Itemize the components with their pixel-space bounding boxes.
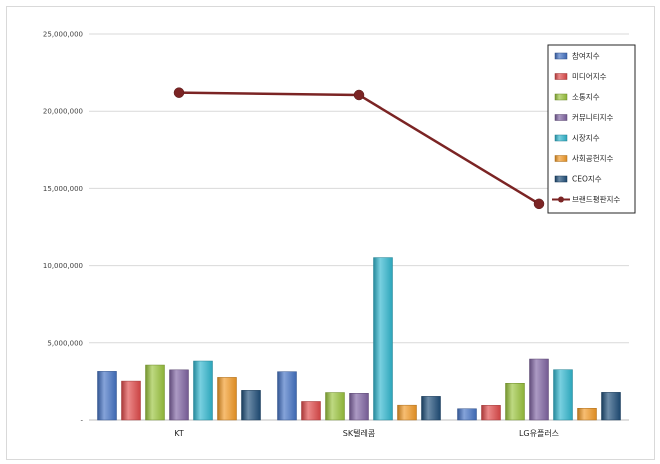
legend-item: 커뮤니티지수 xyxy=(554,113,613,122)
legend-swatch xyxy=(554,155,568,162)
gridlines xyxy=(89,33,629,344)
bar xyxy=(97,371,117,421)
y-tick-label: 10,000,000 xyxy=(43,262,83,270)
bar xyxy=(481,405,501,421)
legend-box xyxy=(547,44,636,214)
legend-item: 소통지수 xyxy=(554,93,600,102)
legend-item: 사회공헌지수 xyxy=(554,154,613,163)
line-point xyxy=(173,87,185,98)
legend-item: 참여지수 xyxy=(554,51,600,61)
legend-marker xyxy=(558,196,564,203)
legend-item: CEO지수 xyxy=(554,175,602,184)
legend-swatch xyxy=(554,73,568,80)
bar xyxy=(217,377,237,421)
bar xyxy=(241,390,261,421)
legend-label: 브랜드평판지수 xyxy=(572,194,620,204)
bar xyxy=(277,371,297,421)
bar xyxy=(457,408,477,421)
legend-label: 미디어지수 xyxy=(572,71,607,81)
bar xyxy=(121,380,141,421)
legend-label: 커뮤니티지수 xyxy=(572,113,613,122)
y-tick-label: - xyxy=(80,417,83,425)
bar xyxy=(301,401,321,421)
legend-label: 소통지수 xyxy=(572,93,600,102)
x-tick-label: SK텔레콤 xyxy=(343,429,375,438)
x-tick-label: LG유플러스 xyxy=(519,429,559,438)
legend-label: 시장지수 xyxy=(572,133,600,143)
bar xyxy=(325,392,345,421)
bar xyxy=(553,369,573,421)
bar xyxy=(529,358,549,421)
bar xyxy=(169,369,189,421)
bar xyxy=(373,257,393,421)
line-series xyxy=(173,87,545,210)
bar xyxy=(601,392,621,421)
bar xyxy=(193,360,213,421)
bar xyxy=(421,396,441,421)
y-tick-label: 25,000,000 xyxy=(43,31,83,39)
y-tick-label: 5,000,000 xyxy=(47,339,83,347)
legend-swatch xyxy=(554,134,568,142)
legend-label: CEO지수 xyxy=(572,175,602,184)
legend-label: 사회공헌지수 xyxy=(572,154,613,163)
bar xyxy=(145,364,165,421)
line-point xyxy=(353,89,365,101)
legend-swatch xyxy=(554,175,568,183)
bar xyxy=(349,393,369,421)
bars xyxy=(97,257,621,421)
bar xyxy=(505,383,525,421)
x-tick-label: KT xyxy=(174,429,184,438)
chart-frame: - 5,000,000 10,000,000 15,000,000 20,000,000… xyxy=(6,6,655,460)
legend-item: 시장지수 xyxy=(554,133,600,143)
y-tick-label: 20,000,000 xyxy=(43,108,83,116)
brand-reputation-chart: - 5,000,000 10,000,000 15,000,000 20,000,000… xyxy=(43,31,636,438)
legend-swatch xyxy=(554,52,568,60)
line-series-path xyxy=(178,91,540,205)
line-point xyxy=(533,198,545,210)
bar xyxy=(397,404,417,421)
y-tick-label: 15,000,000 xyxy=(43,185,83,193)
legend-swatch xyxy=(554,114,568,121)
legend-item: 브랜드평판지수 xyxy=(552,194,620,204)
bar xyxy=(577,408,597,421)
legend-label: 참여지수 xyxy=(572,51,600,61)
legend-item: 미디어지수 xyxy=(554,71,607,81)
legend-swatch xyxy=(554,93,568,101)
